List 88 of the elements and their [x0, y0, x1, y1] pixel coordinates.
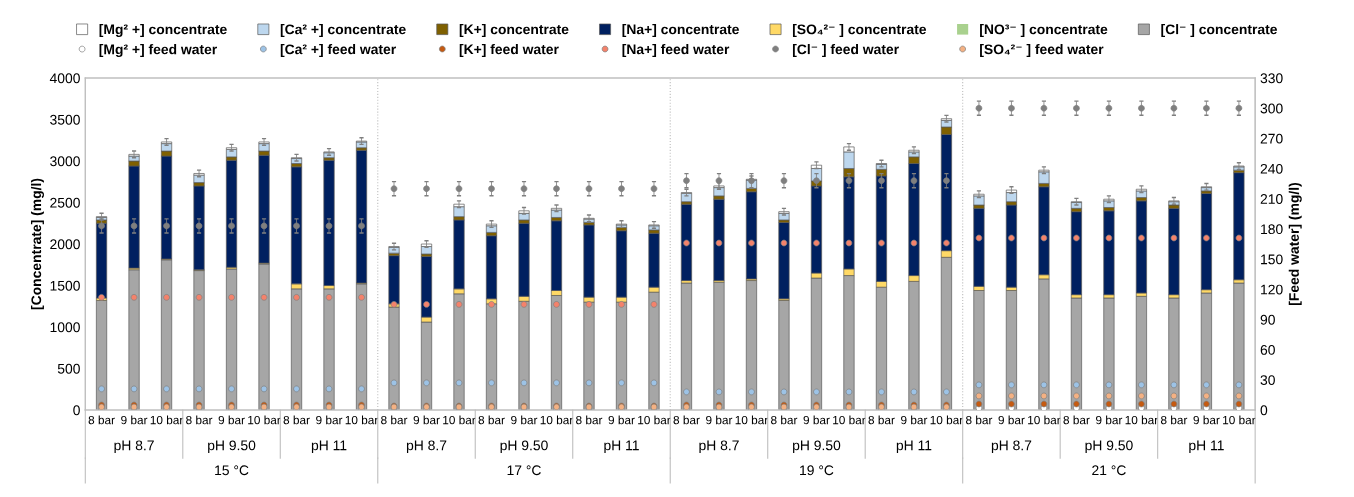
text: pH 8.7 — [114, 440, 154, 454]
x-tick-label: 10 bar — [150, 415, 184, 425]
x-tick-label: 8 bar — [771, 415, 798, 425]
x-tick-label: 10 bar — [248, 415, 281, 425]
legend-label: [Na+] feed water — [622, 44, 730, 57]
text: pH 11 — [604, 440, 639, 454]
text: pH 9.50 — [793, 440, 841, 454]
text: pH 8.7 — [991, 440, 1032, 454]
text: pH 9.50 — [208, 440, 256, 454]
x-tick-label: 8 bar — [1063, 415, 1090, 425]
x-tick-label: 9 bar — [998, 415, 1025, 425]
y-tick-label: 3000 — [50, 156, 80, 167]
x-tick-label: 10 bar — [735, 415, 769, 425]
y-tick-label: 3500 — [50, 114, 80, 125]
legend-label: [K+] concentrate — [459, 24, 569, 37]
y-tick-label: 0 — [73, 405, 80, 416]
x-tick-label: 10 bar — [345, 415, 379, 425]
x-tick-label: 8 bar — [186, 415, 213, 425]
y-tick-label: 1000 — [50, 322, 80, 333]
legend-label: [Mg² +] feed water — [99, 44, 218, 58]
x-tick-label: 9 bar — [218, 415, 245, 425]
legend-label: [SO₄²⁻ ] concentrate — [792, 24, 927, 37]
legend-label: [K+] feed water — [459, 44, 559, 57]
legend-label: [Cl⁻ ] feed water — [792, 44, 899, 57]
x-tick-label: 8 bar — [88, 415, 115, 425]
x-tick-label: 9 bar — [511, 415, 538, 425]
x-tick-label: 10 bar — [540, 415, 574, 425]
text: pH 8.7 — [699, 440, 739, 454]
x-tick-label: 8 bar — [381, 415, 408, 425]
x-tick-label: 10 bar — [930, 415, 963, 425]
y2-tick-label: 330 — [1260, 73, 1283, 84]
x-tick-label: 9 bar — [121, 415, 148, 425]
x-tick-label: 8 bar — [283, 415, 310, 425]
text: 17 °C — [507, 465, 541, 476]
y2-tick-label: 180 — [1261, 224, 1283, 235]
y-tick-label: 2000 — [50, 239, 80, 250]
x-tick-label: 10 bar — [1223, 415, 1256, 425]
x-tick-label: 10 bar — [1125, 415, 1158, 425]
y-axis-title: [Concentrate] (mg/l) — [30, 178, 44, 310]
y-tick-label: 2500 — [50, 197, 80, 208]
text: pH 9.50 — [500, 440, 548, 454]
legend-label: [Ca² +] feed water — [280, 44, 396, 57]
y2-tick-label: 150 — [1261, 254, 1283, 265]
text: pH 11 — [896, 440, 932, 454]
y2-tick-label: 120 — [1261, 284, 1283, 295]
text: 15 °C — [215, 465, 249, 476]
y2-axis-title: [Feed water] (mg/l) — [1288, 182, 1302, 305]
x-tick-label: 9 bar — [1193, 415, 1220, 425]
text: pH 8.7 — [406, 440, 447, 454]
y-tick-label: 1500 — [50, 280, 80, 291]
y2-tick-label: 90 — [1260, 314, 1275, 325]
x-tick-label: 9 bar — [901, 415, 928, 425]
x-tick-label: 10 bar — [443, 415, 476, 425]
x-tick-label: 8 bar — [868, 415, 895, 425]
x-tick-label: 8 bar — [576, 415, 603, 425]
y2-tick-label: 270 — [1260, 133, 1283, 144]
x-tick-label: 9 bar — [803, 415, 830, 425]
y2-tick-label: 300 — [1260, 103, 1283, 114]
x-tick-label: 8 bar — [478, 415, 505, 425]
x-tick-label: 8 bar — [1160, 415, 1188, 425]
legend-label: [NO³⁻ ] concentrate — [980, 24, 1108, 37]
y2-tick-label: 210 — [1260, 194, 1283, 204]
y2-tick-label: 0 — [1260, 405, 1268, 416]
legend-label: [Mg² +] concentrate — [99, 24, 227, 38]
y2-tick-label: 60 — [1260, 345, 1275, 355]
x-tick-label: 9 bar — [316, 415, 343, 425]
y-tick-label: 500 — [57, 363, 80, 374]
x-tick-label: 9 bar — [413, 415, 440, 425]
y-tick-label: 4000 — [49, 73, 80, 84]
text: 21 °C — [1092, 465, 1126, 476]
x-tick-label: 9 bar — [706, 415, 733, 425]
legend-label: [Ca² +] concentrate — [280, 24, 406, 37]
y2-tick-label: 240 — [1260, 163, 1283, 174]
legend-label: [SO₄²⁻ ] feed water — [980, 44, 1104, 57]
x-tick-label: 8 bar — [966, 415, 993, 425]
text: pH 9.50 — [1085, 440, 1133, 454]
x-tick-label: 10 bar — [638, 415, 671, 425]
y2-tick-label: 30 — [1260, 375, 1275, 386]
text: 19 °C — [800, 465, 834, 476]
x-tick-label: 9 bar — [1096, 415, 1123, 425]
text: pH 11 — [1189, 440, 1224, 454]
legend-label: [Na+] concentrate — [622, 24, 739, 37]
x-tick-label: 9 bar — [608, 415, 635, 425]
text: pH 11 — [311, 440, 347, 454]
x-tick-label: 10 bar — [1028, 415, 1061, 425]
x-tick-label: 10 bar — [833, 415, 866, 425]
x-tick-label: 8 bar — [673, 415, 700, 425]
legend-label: [Cl⁻ ] concentrate — [1161, 24, 1277, 37]
